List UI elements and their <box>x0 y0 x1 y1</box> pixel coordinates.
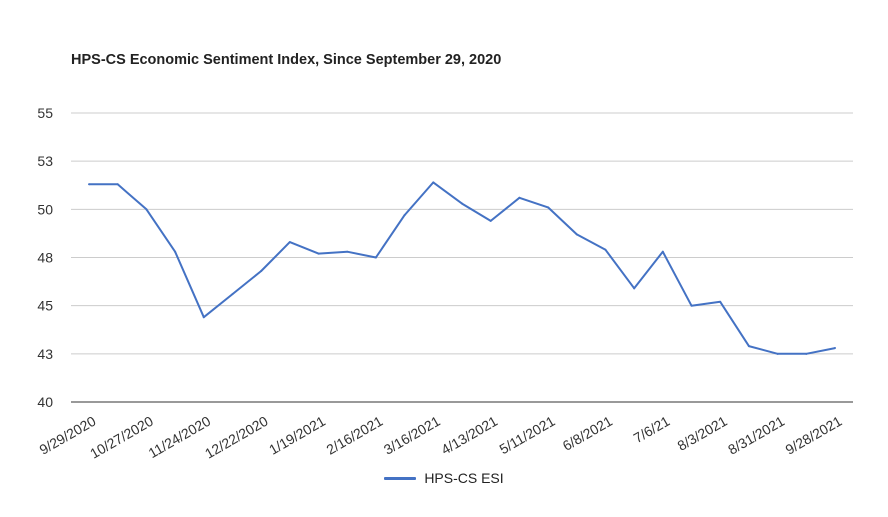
x-tick-label: 2/16/2021 <box>323 413 385 458</box>
x-tick-label: 3/16/2021 <box>381 413 443 458</box>
data-point <box>461 202 463 205</box>
y-tick-label: 45 <box>37 298 53 314</box>
data-point <box>432 181 435 184</box>
data-point <box>661 250 664 253</box>
x-tick-label: 8/3/2021 <box>675 413 730 454</box>
x-tick-label: 8/31/2021 <box>725 413 787 458</box>
data-point <box>145 208 148 211</box>
data-point <box>747 345 750 348</box>
data-point <box>690 304 693 307</box>
series-line <box>89 181 836 355</box>
data-point <box>260 269 263 272</box>
data-point <box>374 256 377 259</box>
x-tick-label: 4/13/2021 <box>438 413 500 458</box>
x-tick-label: 9/28/2021 <box>783 413 845 458</box>
data-point <box>719 300 722 303</box>
data-point <box>604 248 607 251</box>
x-tick-label: 5/11/2021 <box>497 413 558 458</box>
series-lines <box>88 181 836 355</box>
data-point <box>88 183 90 186</box>
data-point <box>317 252 320 255</box>
x-tick-label: 12/22/2020 <box>202 413 271 462</box>
y-tick-label: 50 <box>37 201 53 217</box>
data-point <box>116 183 119 186</box>
x-tick-label: 6/8/2021 <box>560 413 615 454</box>
data-point <box>288 241 291 244</box>
data-point <box>202 316 205 319</box>
y-tick-label: 43 <box>37 346 53 362</box>
legend-label: HPS-CS ESI <box>424 470 504 486</box>
x-tick-label: 11/24/2020 <box>145 413 213 461</box>
chart-title: HPS-CS Economic Sentiment Index, Since S… <box>71 52 502 68</box>
gridlines <box>71 112 853 403</box>
y-tick-label: 55 <box>37 105 53 121</box>
y-tick-label: 53 <box>37 153 53 169</box>
data-point <box>575 233 578 236</box>
x-tick-label: 7/6/21 <box>631 413 673 446</box>
legend-swatch <box>384 476 417 480</box>
y-tick-label: 40 <box>37 394 53 410</box>
data-point <box>547 206 550 209</box>
x-tick-label: 10/27/2020 <box>87 413 156 462</box>
data-point <box>174 250 177 253</box>
data-point <box>403 214 406 217</box>
x-tick-label: 1/19/2021 <box>266 413 328 458</box>
data-point <box>346 250 349 253</box>
data-point <box>231 293 234 296</box>
y-axis-ticks: 40 43 45 48 50 53 55 <box>37 105 53 410</box>
legend: HPS-CS ESI <box>0 470 888 486</box>
data-point <box>834 347 836 350</box>
data-point <box>489 219 492 222</box>
data-point <box>805 352 808 355</box>
data-point <box>776 352 779 355</box>
y-tick-label: 48 <box>37 250 53 266</box>
data-point <box>633 287 636 290</box>
x-axis-ticks: 9/29/202010/27/202011/24/202012/22/20201… <box>37 413 845 462</box>
data-point <box>518 196 521 199</box>
